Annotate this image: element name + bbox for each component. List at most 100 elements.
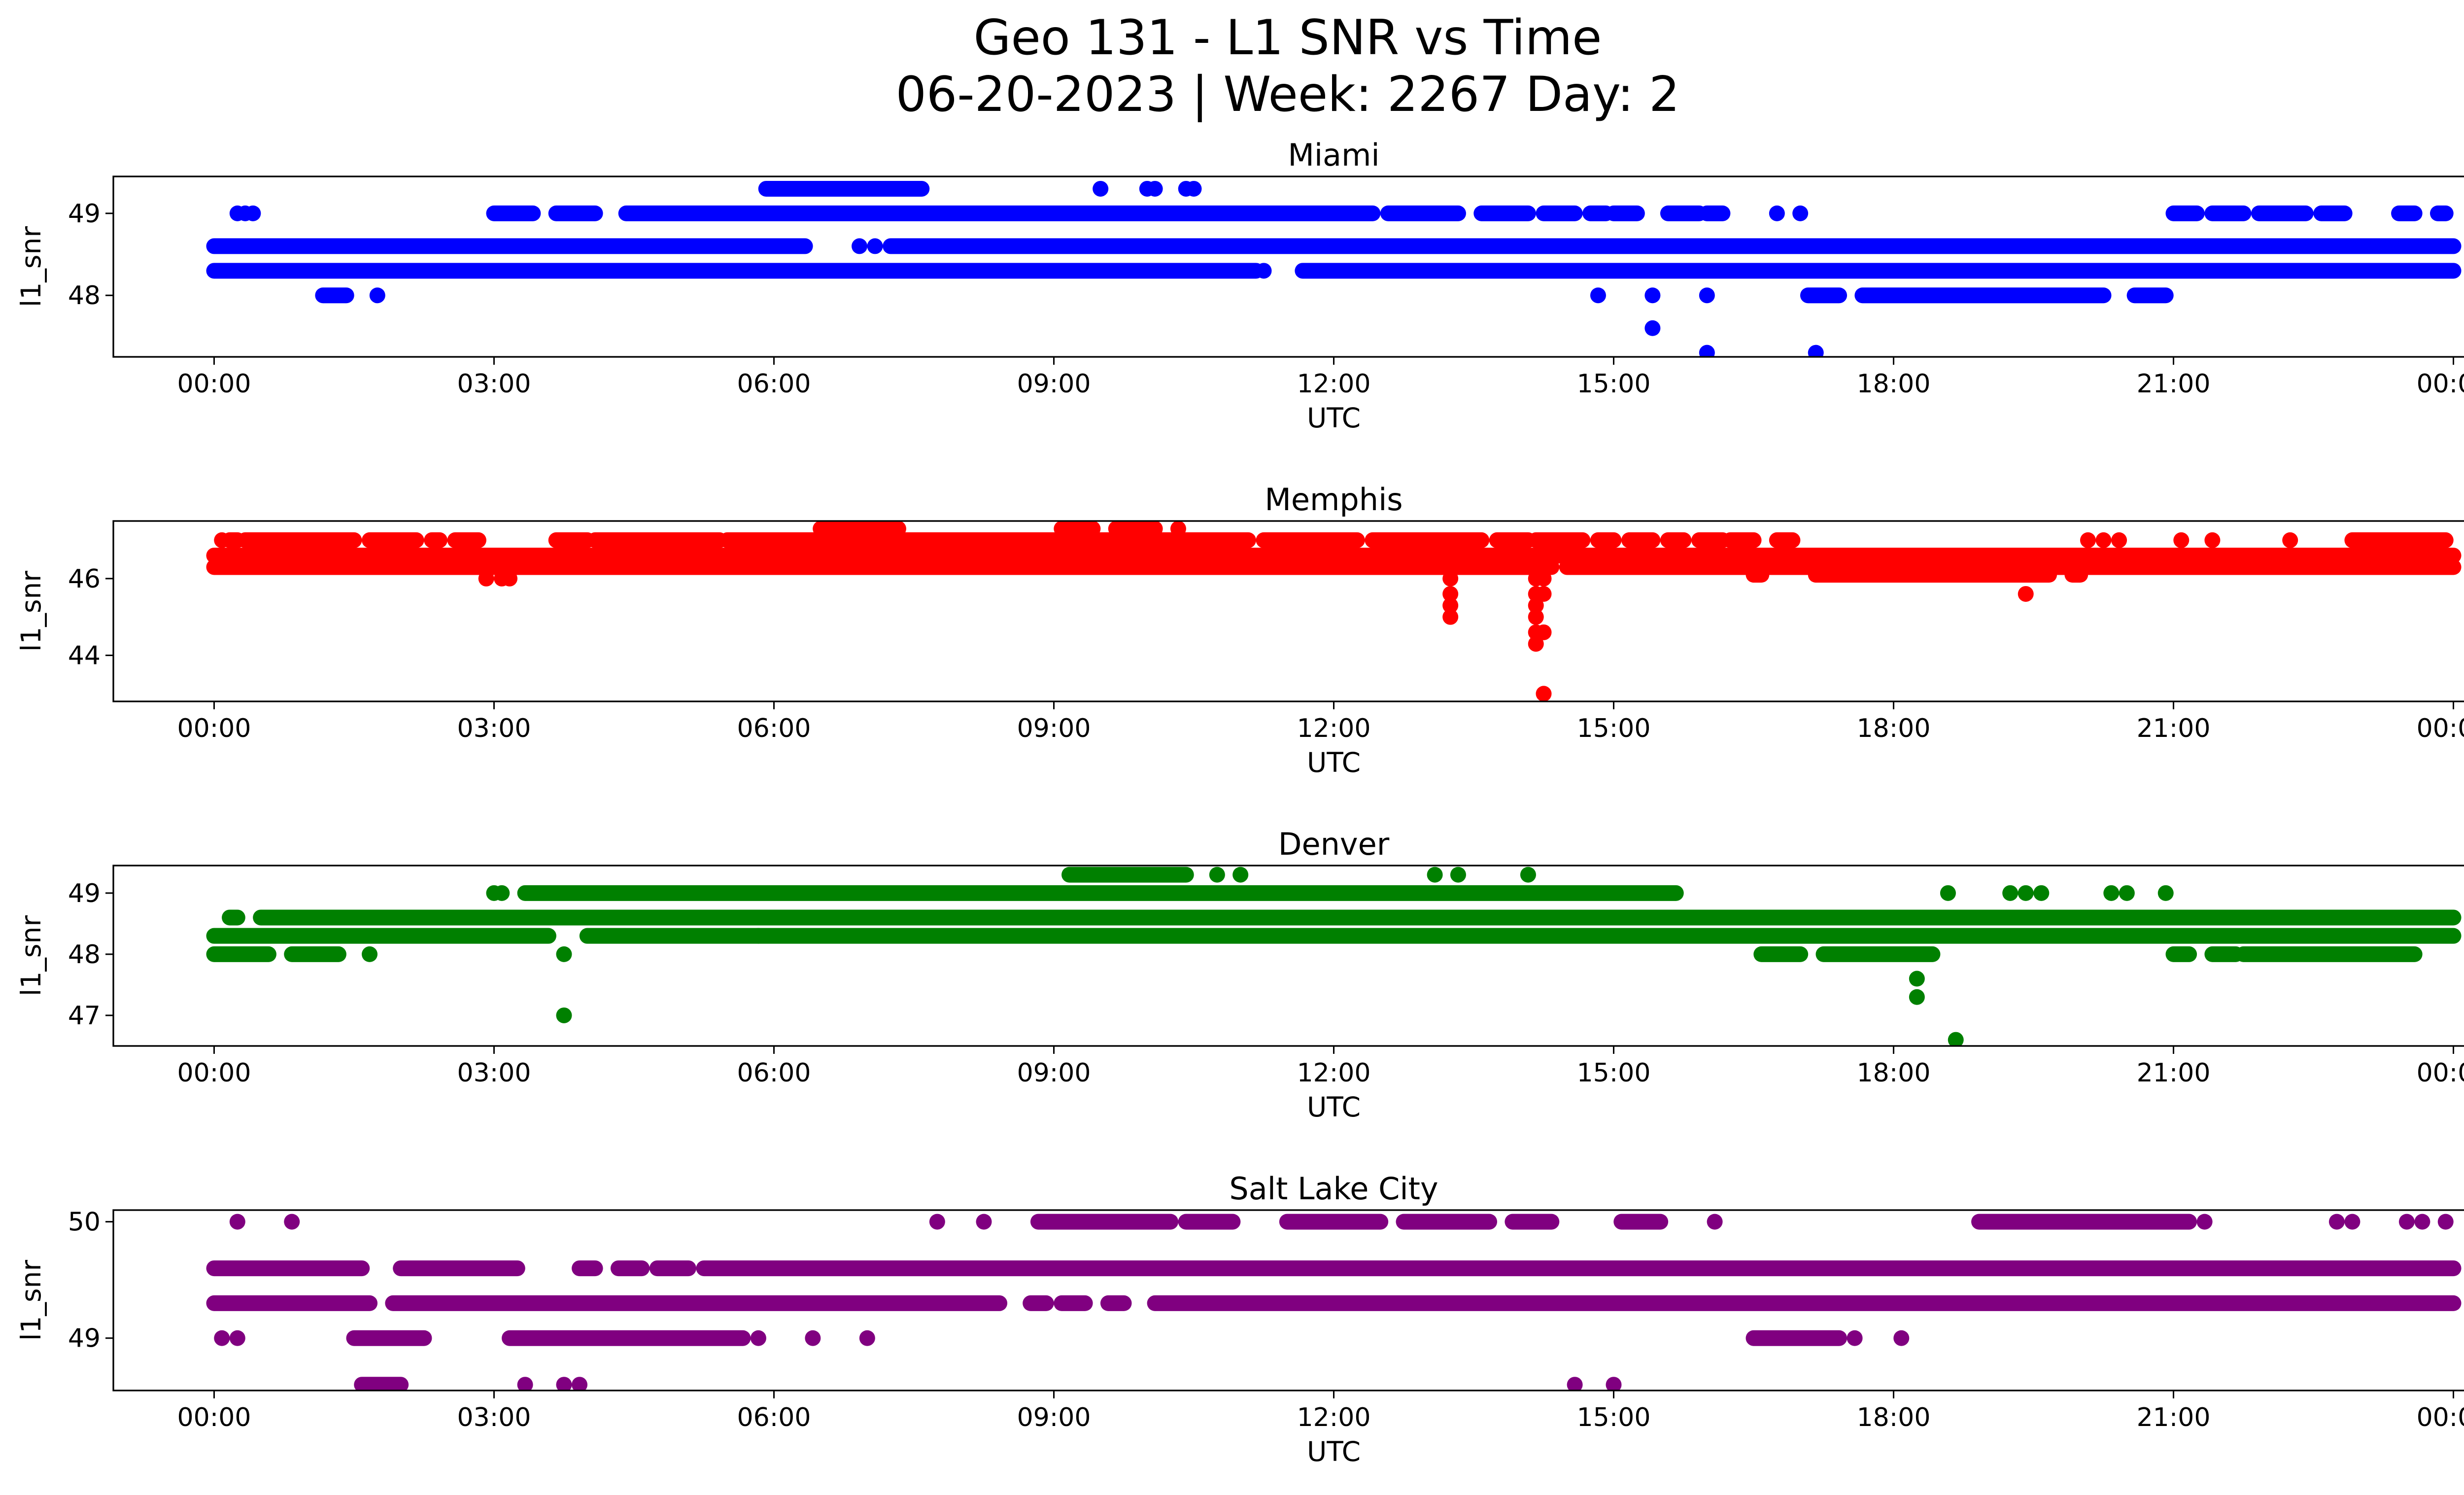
y-tick-label-miami-0: 48 <box>68 281 101 311</box>
data-point-denver-19 <box>2119 885 2135 901</box>
data-band-salt-lake-city-3-5 <box>1613 1214 1669 1230</box>
data-band-salt-lake-city-2-1 <box>502 1330 751 1346</box>
data-point-denver-18 <box>2103 885 2120 901</box>
x-tick-label-salt-lake-city-2: 06:00 <box>737 1403 811 1432</box>
data-band-miami-3-1 <box>1800 287 1848 304</box>
data-band-denver-0-0 <box>206 928 556 944</box>
data-point-miami-10 <box>1186 180 1202 197</box>
data-band-denver-2-4 <box>2165 946 2197 962</box>
data-band-salt-lake-city-3-4 <box>1505 1214 1560 1230</box>
y-axis-label-salt-lake-city: l1_snr <box>15 1260 47 1341</box>
x-tick-label-memphis-3: 09:00 <box>1017 714 1091 743</box>
data-point-denver-14 <box>1948 1032 1964 1046</box>
data-band-memphis-3-16 <box>1722 532 1762 548</box>
data-point-salt-lake-city-12 <box>1567 1377 1583 1391</box>
subplot-denver: Denver 00:00 03:00 06:00 09:00 12:00 15:00 18:0… <box>15 826 2464 1123</box>
data-band-salt-lake-city-3-3 <box>1396 1214 1498 1230</box>
data-band-miami-1-1 <box>883 238 2462 254</box>
data-band-salt-lake-city-0-1 <box>393 1260 525 1277</box>
data-band-denver-0-1 <box>579 928 2462 944</box>
data-band-salt-lake-city-3-1 <box>1178 1214 1241 1230</box>
x-tick-label-salt-lake-city-5: 15:00 <box>1577 1403 1651 1432</box>
data-point-salt-lake-city-1 <box>284 1214 300 1230</box>
data-point-memphis-27 <box>2204 532 2221 548</box>
data-band-memphis-3-13 <box>1621 532 1661 548</box>
data-band-salt-lake-city-0-3 <box>610 1260 650 1277</box>
x-tick-label-memphis-1: 03:00 <box>457 714 531 743</box>
x-tick-label-denver-0: 00:00 <box>177 1058 251 1088</box>
data-point-denver-0 <box>362 946 378 962</box>
data-point-denver-9 <box>1450 867 1466 883</box>
data-point-memphis-17 <box>1528 636 1544 652</box>
data-band-miami-2-15 <box>2430 205 2454 221</box>
data-point-memphis-18 <box>1536 570 1552 587</box>
x-tick-label-denver-1: 03:00 <box>457 1058 531 1088</box>
data-band-memphis-4-2 <box>1108 521 1163 537</box>
data-point-denver-2 <box>494 885 510 901</box>
data-point-denver-12 <box>1909 989 1925 1005</box>
data-point-miami-15 <box>1699 287 1715 304</box>
data-point-memphis-7 <box>1287 559 1303 575</box>
x-tick-label-denver-5: 15:00 <box>1577 1058 1651 1088</box>
data-point-salt-lake-city-5 <box>556 1377 572 1391</box>
data-point-denver-13 <box>1940 885 1956 901</box>
data-band-memphis-3-12 <box>1590 532 1622 548</box>
data-band-salt-lake-city-1-0 <box>206 1295 378 1311</box>
data-series-miami <box>206 180 2462 357</box>
data-band-denver-2-3 <box>1815 946 1941 962</box>
x-tick-label-memphis-0: 00:00 <box>177 714 251 743</box>
x-tick-label-salt-lake-city-1: 03:00 <box>457 1403 531 1432</box>
data-point-salt-lake-city-11 <box>976 1214 992 1230</box>
data-band-denver-2-5 <box>2204 946 2244 962</box>
data-point-denver-15 <box>2002 885 2019 901</box>
data-band-salt-lake-city-1-5 <box>1147 1295 2462 1311</box>
data-point-memphis-5 <box>953 559 969 575</box>
data-point-salt-lake-city-17 <box>2196 1214 2213 1230</box>
data-band-miami-2-7 <box>1606 205 1645 221</box>
data-series-salt-lake-city <box>206 1214 2462 1391</box>
data-point-memphis-11 <box>1442 609 1459 625</box>
x-tick-label-denver-8: 00:00 <box>2417 1058 2464 1088</box>
data-point-miami-5 <box>867 238 883 254</box>
data-band-miami-4-0 <box>758 180 930 197</box>
data-band-salt-lake-city-2-2 <box>1745 1330 1848 1346</box>
data-band-salt-lake-city-1-3 <box>1054 1295 1093 1311</box>
data-band-denver-2-6 <box>2235 946 2423 962</box>
data-band-miami-2-8 <box>1660 205 1708 221</box>
data-band-salt-lake-city-1-2 <box>1023 1295 1054 1311</box>
x-tick-label-miami-0: 00:00 <box>177 369 251 399</box>
data-point-miami-3 <box>369 287 385 304</box>
data-point-miami-14 <box>1644 320 1661 336</box>
data-band-salt-lake-city-4-0 <box>354 1377 409 1391</box>
data-band-salt-lake-city-0-5 <box>696 1260 2462 1277</box>
data-band-miami-2-13 <box>2313 205 2353 221</box>
x-axis-label-salt-lake-city: UTC <box>1307 1436 1361 1467</box>
data-point-salt-lake-city-0 <box>229 1214 245 1230</box>
data-band-memphis-3-9 <box>1365 532 1490 548</box>
data-band-denver-1-0 <box>222 909 245 926</box>
data-band-miami-3-0 <box>315 287 354 304</box>
data-point-salt-lake-city-6 <box>572 1377 588 1391</box>
x-tick-label-memphis-2: 06:00 <box>737 714 811 743</box>
data-point-memphis-21 <box>1536 686 1552 701</box>
data-point-denver-17 <box>2033 885 2050 901</box>
data-point-denver-5 <box>750 928 766 944</box>
data-point-denver-20 <box>2157 885 2174 901</box>
data-point-memphis-10 <box>1442 597 1459 614</box>
data-point-salt-lake-city-8 <box>805 1330 821 1346</box>
data-band-miami-2-10 <box>2165 205 2205 221</box>
data-point-miami-8 <box>1147 180 1163 197</box>
data-band-salt-lake-city-3-2 <box>1279 1214 1389 1230</box>
data-band-miami-2-9 <box>1699 205 1731 221</box>
data-band-miami-2-0 <box>486 205 541 221</box>
data-band-miami-2-12 <box>2251 205 2314 221</box>
data-band-memphis-4-0 <box>813 521 906 537</box>
data-band-miami-2-4 <box>1473 205 1536 221</box>
y-axis-label-memphis: l1_snr <box>15 571 47 652</box>
data-point-memphis-8 <box>1442 570 1459 587</box>
x-tick-label-memphis-7: 21:00 <box>2137 714 2211 743</box>
x-tick-label-salt-lake-city-6: 18:00 <box>1857 1403 1931 1432</box>
data-band-denver-1-1 <box>253 909 2462 926</box>
data-point-memphis-1 <box>478 570 494 587</box>
data-point-salt-lake-city-20 <box>2398 1214 2415 1230</box>
